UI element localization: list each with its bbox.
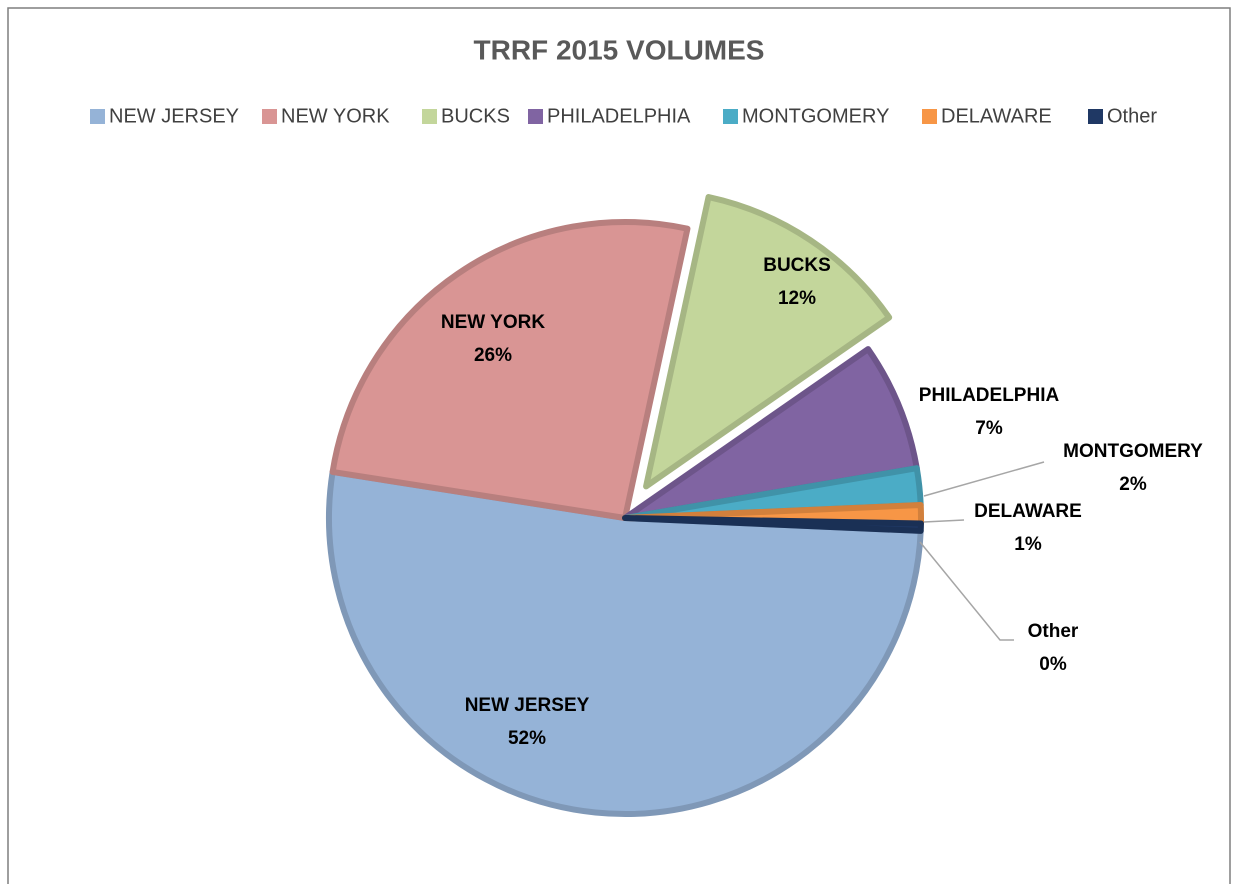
legend-swatch — [422, 109, 437, 124]
legend-label: BUCKS — [441, 105, 510, 127]
data-label-name: PHILADELPHIA — [919, 385, 1060, 406]
data-label-value: 7% — [975, 418, 1003, 439]
pie-slice — [643, 194, 893, 490]
data-label-name: NEW YORK — [441, 312, 545, 333]
leader-line — [923, 519, 965, 523]
leader-line — [919, 541, 1014, 641]
data-label-value: 2% — [1119, 474, 1147, 495]
data-label-value: 52% — [508, 728, 546, 749]
legend-label: DELAWARE — [941, 105, 1052, 127]
legend-label: NEW YORK — [281, 105, 390, 127]
data-label-value: 1% — [1014, 534, 1042, 555]
data-label-name: Other — [1028, 621, 1079, 642]
legend-swatch — [90, 109, 105, 124]
leader-line — [923, 461, 1045, 497]
chart-title: TRRF 2015 VOLUMES — [474, 34, 765, 65]
data-label-name: BUCKS — [763, 255, 831, 276]
legend-label: NEW JERSEY — [109, 105, 239, 127]
pie-slice — [326, 468, 924, 817]
legend-swatch — [528, 109, 543, 124]
legend-swatch — [723, 109, 738, 124]
legend-label: MONTGOMERY — [742, 105, 889, 127]
legend-swatch — [922, 109, 937, 124]
legend-label: PHILADELPHIA — [547, 105, 691, 127]
pie-slice — [329, 219, 691, 521]
legend-swatch — [262, 109, 277, 124]
legend-label: Other — [1107, 105, 1157, 127]
data-label-value: 26% — [474, 345, 512, 366]
legend-swatch — [1088, 109, 1103, 124]
data-label-name: NEW JERSEY — [465, 695, 590, 716]
data-label-name: DELAWARE — [974, 501, 1082, 522]
data-label-value: 12% — [778, 288, 816, 309]
pie-slice — [622, 346, 920, 521]
pie-slice — [622, 515, 924, 534]
data-label-value: 0% — [1039, 654, 1067, 675]
data-label-name: MONTGOMERY — [1063, 441, 1203, 462]
